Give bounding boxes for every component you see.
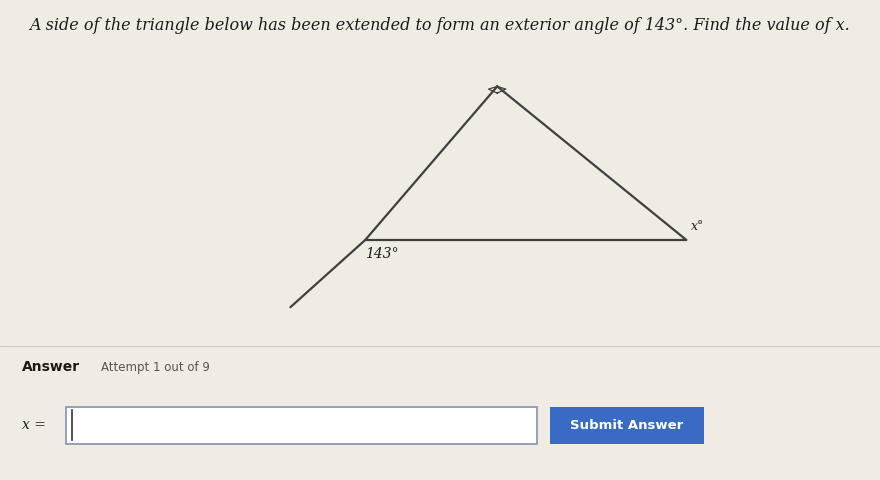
Text: A side of the triangle below has been extended to form an exterior angle of 143°: A side of the triangle below has been ex… [30,17,850,34]
FancyBboxPatch shape [550,407,704,444]
Text: Attempt 1 out of 9: Attempt 1 out of 9 [101,360,210,374]
Text: x =: x = [22,418,46,432]
Text: Submit Answer: Submit Answer [570,419,684,432]
Text: x°: x° [691,220,704,233]
FancyBboxPatch shape [66,407,537,444]
Text: Answer: Answer [22,360,80,374]
Text: 143°: 143° [365,247,399,261]
